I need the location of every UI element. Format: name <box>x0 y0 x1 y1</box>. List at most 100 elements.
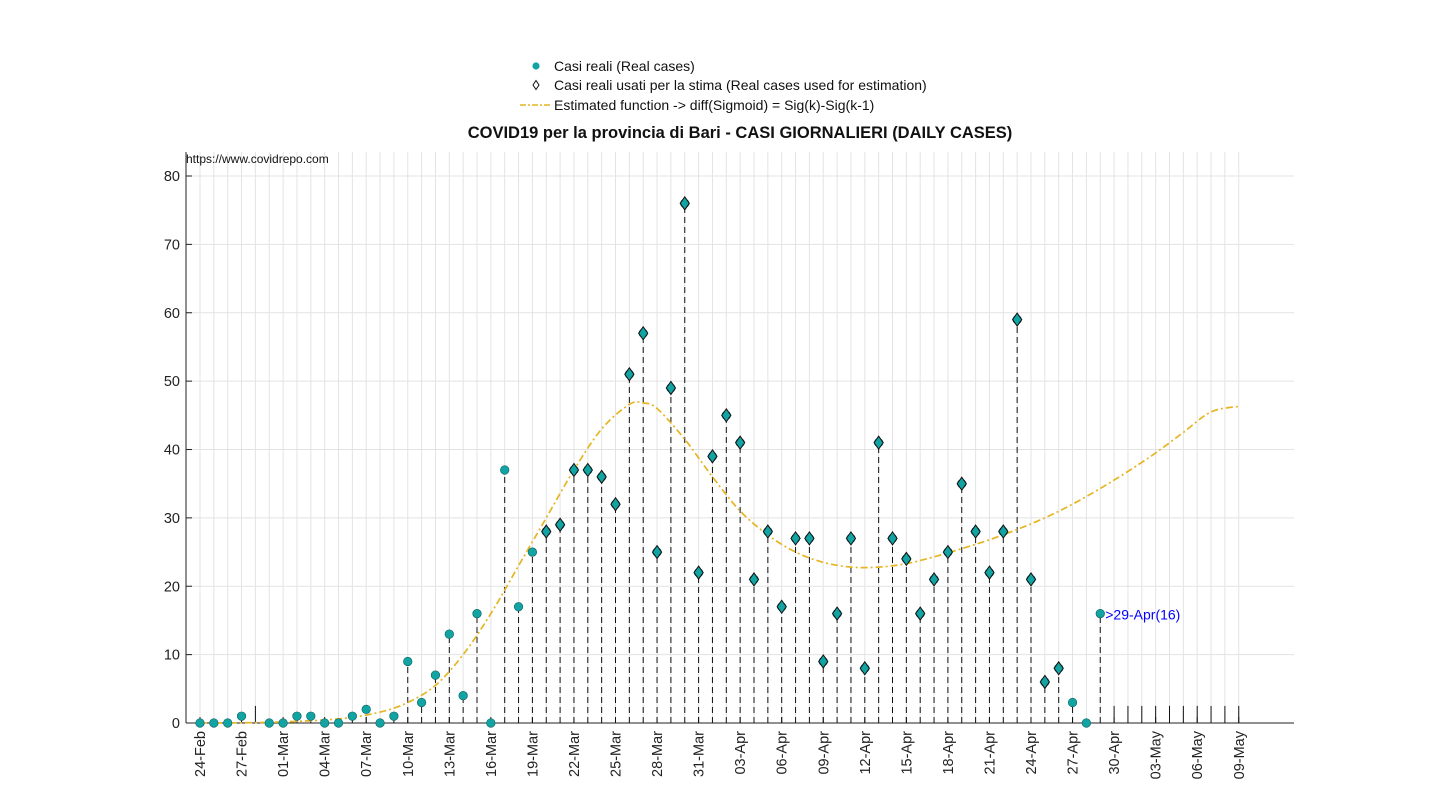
legend-label-real: Casi reali (Real cases) <box>554 57 695 74</box>
estimation-point <box>1011 312 1023 327</box>
x-tick-label: 04-Mar <box>318 731 334 777</box>
estimation-point <box>1053 660 1064 676</box>
x-tick-label: 19-Mar <box>525 731 541 777</box>
y-tick-label: 0 <box>172 716 180 732</box>
legend: Casi reali (Real cases) Casi reali usati… <box>520 56 927 115</box>
real-case-point <box>1081 718 1091 728</box>
estimation-point <box>665 380 677 396</box>
estimation-point <box>914 606 926 621</box>
real-case-point <box>223 718 233 728</box>
x-tick-label: 27-Feb <box>235 731 251 777</box>
real-case-point <box>375 718 385 728</box>
legend-label-used: Casi reali usati per la stima (Real case… <box>554 77 927 94</box>
y-tick-label: 70 <box>164 237 180 253</box>
source-label: https://www.covidrepo.com <box>186 152 329 166</box>
real-case-point <box>306 711 316 721</box>
real-case-point <box>320 718 330 728</box>
x-tick-label: 18-Apr <box>941 731 957 775</box>
estimation-point <box>970 524 981 539</box>
estimation-point <box>748 572 760 587</box>
x-tick-label: 09-May <box>1232 730 1248 779</box>
chart-title: COVID19 per la provincia di Bari - CASI … <box>467 124 1013 142</box>
estimation-point <box>721 407 732 423</box>
estimation-point <box>554 517 566 533</box>
estimation-point <box>582 462 594 478</box>
y-tick-label: 50 <box>164 374 180 390</box>
real-case-point <box>278 718 288 728</box>
estimation-point <box>624 366 635 382</box>
x-tick-label: 24-Apr <box>1024 731 1040 775</box>
estimation-point <box>1039 674 1051 690</box>
x-tick-label: 10-Mar <box>401 731 417 777</box>
y-tick-label: 30 <box>164 511 180 527</box>
y-tick-label: 10 <box>164 648 180 664</box>
estimation-point <box>831 606 843 621</box>
estimated-curve <box>199 400 1239 724</box>
legend-item-estimated: Estimated function -> diff(Sigmoid) = Si… <box>520 95 927 115</box>
estimation-point <box>568 462 580 478</box>
x-tick-label: 06-May <box>1190 730 1206 779</box>
x-tick-label: 03-May <box>1149 730 1165 779</box>
real-case-point <box>1095 608 1105 619</box>
x-tick-label: 21-Apr <box>982 731 998 775</box>
estimation-point <box>928 572 940 587</box>
estimation-point <box>762 524 774 539</box>
x-tick-label: 31-Mar <box>692 731 708 777</box>
estimation-point <box>596 469 607 485</box>
real-case-point <box>361 704 371 714</box>
estimation-point <box>887 531 898 546</box>
y-tick-label: 60 <box>164 306 180 322</box>
estimation-point <box>859 660 871 676</box>
real-case-point <box>333 718 344 728</box>
estimation-point <box>610 496 621 512</box>
x-tick-label: 24-Feb <box>193 731 209 777</box>
real-case-point <box>472 608 482 619</box>
estimation-point <box>942 544 954 560</box>
x-tick-label: 12-Apr <box>858 731 874 775</box>
estimation-point <box>637 325 649 341</box>
real-case-point <box>458 691 468 701</box>
y-tick-label: 80 <box>164 169 180 185</box>
x-tick-label: 28-Mar <box>650 731 666 777</box>
estimation-point <box>776 599 787 615</box>
real-case-point <box>389 711 399 721</box>
x-tick-label: 03-Apr <box>733 731 749 775</box>
legend-label-estimated: Estimated function -> diff(Sigmoid) = Si… <box>554 96 875 113</box>
estimation-point <box>998 524 1009 539</box>
real-case-point <box>1067 697 1078 708</box>
legend-line-dashdot-icon <box>520 98 552 112</box>
real-case-point <box>527 547 538 557</box>
x-tick-label: 15-Apr <box>899 731 915 775</box>
x-tick-label: 22-Mar <box>567 731 583 777</box>
real-case-point <box>417 697 427 708</box>
legend-marker-real-icon <box>520 59 552 73</box>
estimation-point <box>956 476 967 492</box>
estimation-point <box>1025 572 1037 587</box>
real-case-point <box>513 602 524 612</box>
x-tick-label: 06-Apr <box>775 731 791 775</box>
x-tick-label: 01-Mar <box>276 731 292 777</box>
estimation-point <box>693 565 704 580</box>
estimation-point <box>901 551 912 567</box>
x-tick-label: 07-Mar <box>359 731 375 777</box>
estimation-point <box>651 544 663 560</box>
estimation-point <box>804 531 815 546</box>
estimation-point <box>984 565 995 580</box>
legend-marker-diamond-icon <box>520 78 552 92</box>
real-case-point <box>430 670 441 680</box>
estimation-point <box>707 448 718 464</box>
x-tick-label: 16-Mar <box>484 731 500 777</box>
x-tick-label: 30-Apr <box>1107 731 1123 775</box>
estimation-point <box>818 654 829 669</box>
real-case-point <box>292 711 302 721</box>
x-tick-label: 09-Apr <box>816 731 832 775</box>
real-case-point <box>347 711 357 721</box>
real-case-point <box>236 711 247 721</box>
real-case-point <box>195 718 205 728</box>
estimation-point <box>845 531 857 546</box>
estimation-point <box>873 435 884 451</box>
estimation-point <box>790 531 801 546</box>
real-case-point <box>444 629 454 639</box>
legend-item-used: Casi reali usati per la stima (Real case… <box>520 76 927 96</box>
